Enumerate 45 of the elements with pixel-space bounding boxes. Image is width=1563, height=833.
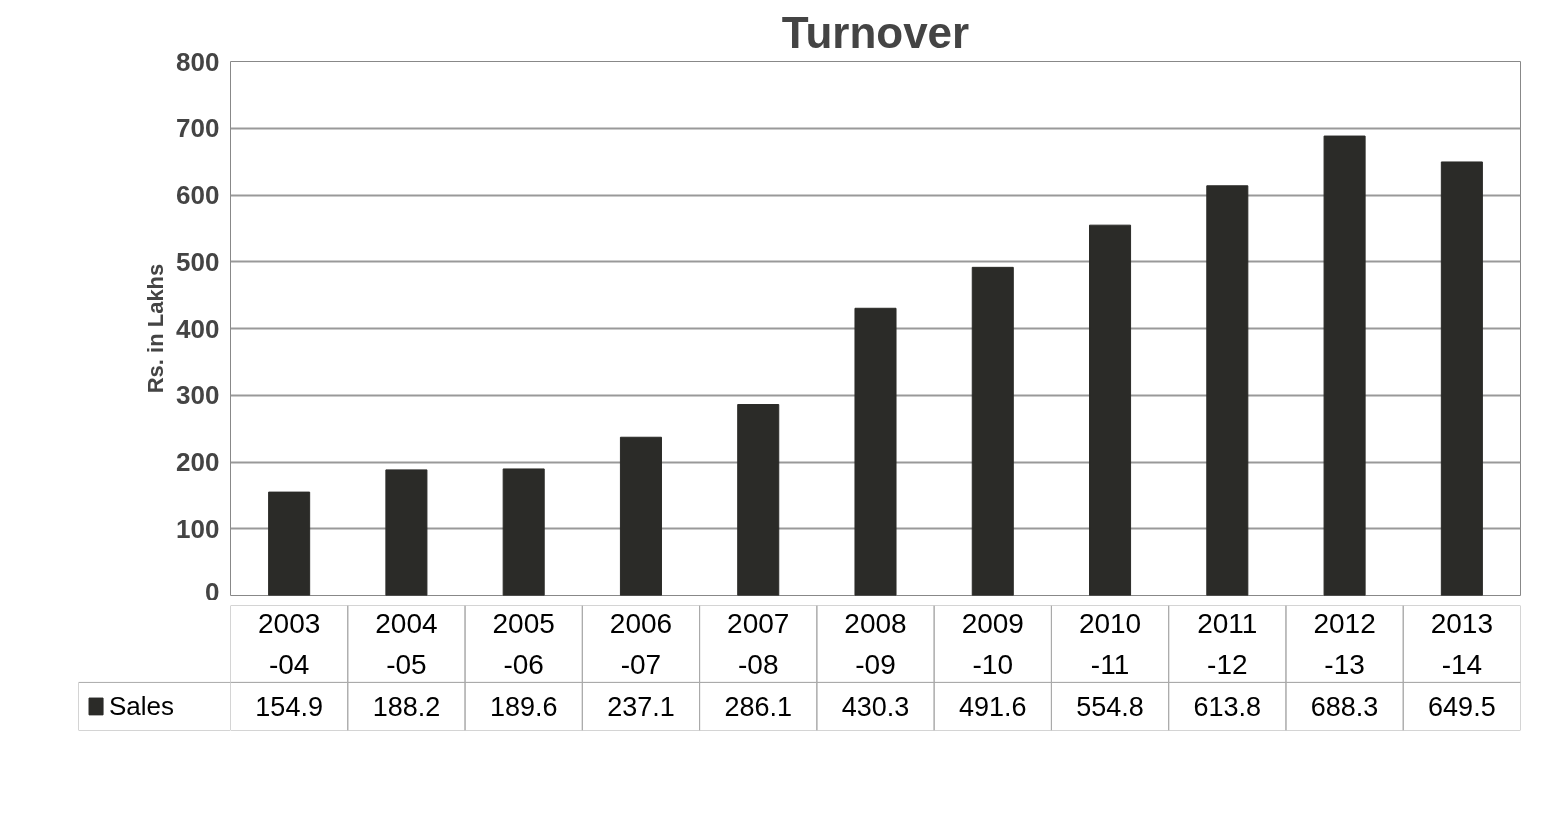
bar <box>1206 185 1249 596</box>
x-tick-label: 2007 -08 <box>727 608 790 680</box>
bar <box>737 404 780 596</box>
x-tick-label: 2003 -04 <box>257 608 321 680</box>
x-tick-label: 2008 -09 <box>844 608 907 680</box>
y-tick-label: 100 <box>176 513 220 544</box>
y-axis-title: Rs. in Lakhs <box>143 263 169 394</box>
data-label: 613.8 <box>1193 691 1262 722</box>
y-tick-label: 400 <box>176 313 220 344</box>
bar <box>385 469 428 596</box>
data-label: 554.8 <box>1076 691 1144 722</box>
x-tick-label: 2013 -14 <box>1430 608 1494 680</box>
y-tick-label: 600 <box>176 180 220 210</box>
data-label: 688.3 <box>1310 691 1379 722</box>
bar <box>1440 161 1483 596</box>
x-tick-label: 2009 -10 <box>961 608 1024 680</box>
x-tick-label: 2012 -13 <box>1313 608 1376 680</box>
x-tick-label: 2004 -05 <box>375 608 438 680</box>
x-tick-label: 2010 -11 <box>1078 608 1142 680</box>
y-tick-label: 500 <box>176 246 220 277</box>
y-tick-label: 700 <box>176 113 220 144</box>
y-tick-label: 0 <box>205 576 220 607</box>
bar <box>1323 135 1366 596</box>
bar <box>1089 224 1132 596</box>
x-tick-label: 2006 -07 <box>609 608 673 680</box>
data-label: 188.2 <box>372 691 441 722</box>
y-tick-label: 200 <box>176 447 220 477</box>
x-tick-label: 2011 -12 <box>1197 608 1258 680</box>
data-label: 649.5 <box>1428 691 1496 722</box>
data-label: 286.1 <box>724 691 793 722</box>
bar <box>502 468 545 596</box>
bar <box>619 436 662 596</box>
bar <box>854 307 897 596</box>
chart-title: Turnover <box>781 7 970 57</box>
data-label: 154.9 <box>255 691 323 722</box>
data-label: 491.6 <box>958 691 1027 722</box>
legend-label: Sales <box>108 691 174 722</box>
bar <box>971 266 1014 596</box>
y-tick-label: 300 <box>176 380 220 411</box>
x-tick-label: 2005 -06 <box>492 608 555 680</box>
data-label: 430.3 <box>841 691 910 722</box>
data-label: 189.6 <box>489 691 558 722</box>
y-tick-label: 800 <box>176 46 220 77</box>
data-label: 237.1 <box>607 691 675 722</box>
bar <box>268 491 311 596</box>
